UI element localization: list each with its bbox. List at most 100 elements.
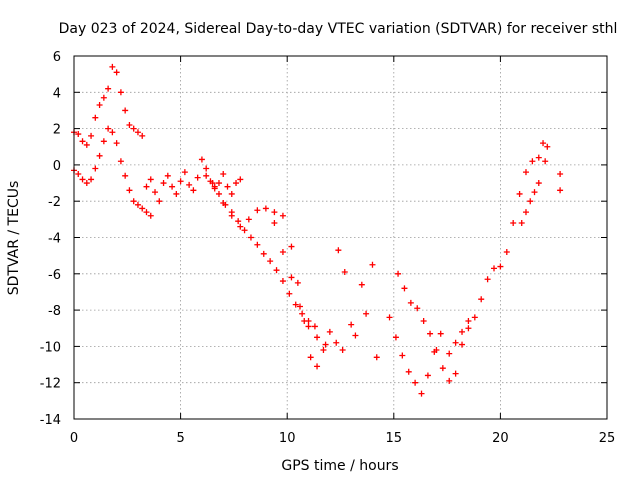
data-point <box>405 368 412 375</box>
data-point <box>117 158 124 165</box>
data-point <box>220 200 227 207</box>
data-point <box>459 341 466 348</box>
data-point <box>540 140 547 147</box>
data-point <box>147 176 154 183</box>
data-point <box>427 330 434 337</box>
x-tick-label: 15 <box>386 431 403 446</box>
data-point <box>160 180 167 187</box>
data-point <box>260 250 267 257</box>
data-point <box>418 390 425 397</box>
data-point <box>122 172 129 179</box>
data-point <box>83 141 90 148</box>
y-axis-label: SDTVAR / TECUs <box>6 181 22 296</box>
y-tick-label: 0 <box>53 159 61 174</box>
data-point <box>209 180 216 187</box>
data-point <box>452 370 459 377</box>
data-point <box>348 321 355 328</box>
data-point <box>247 234 254 241</box>
data-point <box>557 187 564 194</box>
plot-frame <box>73 55 608 420</box>
data-point <box>245 216 252 223</box>
data-point <box>322 341 329 348</box>
data-point <box>424 372 431 379</box>
data-point <box>503 249 510 256</box>
data-point <box>471 314 478 321</box>
data-point <box>326 328 333 335</box>
y-tick-label: -10 <box>40 340 61 355</box>
y-tick-label: -6 <box>48 268 61 283</box>
y-tick-label: -2 <box>48 195 61 210</box>
data-point <box>228 190 235 197</box>
series-bowl-afternoon <box>395 270 472 384</box>
x-tick-label: 5 <box>176 431 184 446</box>
data-point <box>522 209 529 216</box>
x-tick-label: 25 <box>599 431 616 446</box>
data-point <box>286 290 293 297</box>
series-sparse-noon <box>335 247 380 361</box>
data-point <box>452 339 459 346</box>
data-point <box>288 274 295 281</box>
data-point <box>484 276 491 283</box>
data-point <box>420 317 427 324</box>
data-point <box>288 243 295 250</box>
series-descent-b <box>203 172 329 348</box>
data-point <box>241 227 248 234</box>
series-descent-a <box>209 180 318 330</box>
data-point <box>237 223 244 230</box>
data-point <box>311 323 318 330</box>
data-point <box>122 107 129 114</box>
series-rise-evening <box>446 154 549 357</box>
data-point <box>147 212 154 219</box>
data-point <box>333 339 340 346</box>
data-point <box>100 94 107 101</box>
data-point <box>320 347 327 354</box>
x-tick-label: 20 <box>492 431 509 446</box>
data-point <box>412 379 419 386</box>
data-point <box>516 190 523 197</box>
data-point <box>224 183 231 190</box>
data-point <box>299 310 306 317</box>
data-point <box>363 310 370 317</box>
data-point <box>173 190 180 197</box>
data-point <box>542 158 549 165</box>
data-point <box>510 219 517 226</box>
y-tick-label: 2 <box>53 123 61 138</box>
data-point <box>273 267 280 274</box>
data-points <box>71 63 564 397</box>
data-point <box>352 332 359 339</box>
data-point <box>294 279 301 286</box>
data-point <box>143 209 150 216</box>
data-point <box>117 89 124 96</box>
data-point <box>105 85 112 92</box>
data-point <box>522 169 529 176</box>
data-point <box>254 207 261 214</box>
data-point <box>478 296 485 303</box>
x-axis-label: GPS time / hours <box>281 458 398 474</box>
data-point <box>271 209 278 216</box>
data-point <box>292 301 299 308</box>
data-point <box>88 132 95 139</box>
data-point <box>254 241 261 248</box>
x-tick-labels: 0 5 10 15 20 25 <box>70 431 615 446</box>
data-point <box>386 314 393 321</box>
data-point <box>198 156 205 163</box>
data-point <box>156 198 163 205</box>
data-point <box>113 140 120 147</box>
data-point <box>307 354 314 361</box>
data-point <box>96 152 103 159</box>
data-point <box>105 125 112 132</box>
data-point <box>439 365 446 372</box>
data-point <box>529 158 536 165</box>
data-point <box>314 363 321 370</box>
data-point <box>314 334 321 341</box>
data-point <box>83 180 90 187</box>
data-point <box>446 377 453 384</box>
data-point <box>75 170 82 177</box>
y-tick-label: 4 <box>53 86 61 101</box>
data-point <box>126 187 133 194</box>
data-point <box>181 169 188 176</box>
data-point <box>228 212 235 219</box>
y-tick-label: -4 <box>48 232 61 247</box>
y-tick-labels: -14 -12 -10 -8 -6 -4 -2 0 2 4 6 <box>40 50 61 428</box>
data-point <box>79 138 86 145</box>
